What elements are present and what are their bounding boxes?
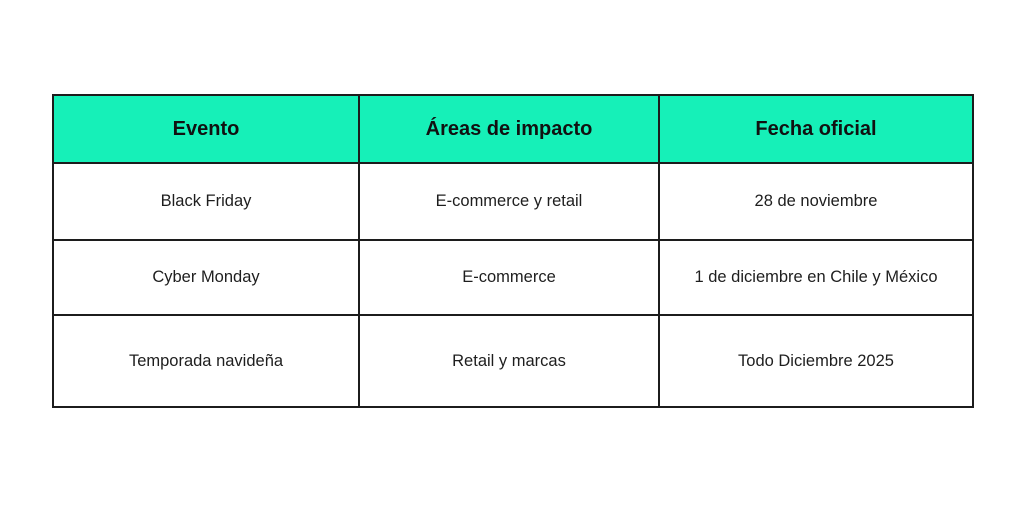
table-row: Temporada navideña Retail y marcas Todo … <box>52 314 974 408</box>
cell-areas: E-commerce <box>358 239 660 316</box>
cell-fecha: Todo Diciembre 2025 <box>658 314 974 408</box>
header-areas: Áreas de impacto <box>358 94 660 164</box>
header-evento: Evento <box>52 94 360 164</box>
events-table: Evento Áreas de impacto Fecha oficial Bl… <box>52 94 974 408</box>
cell-evento: Cyber Monday <box>52 239 360 316</box>
cell-evento: Black Friday <box>52 162 360 241</box>
header-fecha: Fecha oficial <box>658 94 974 164</box>
table-row: Cyber Monday E-commerce 1 de diciembre e… <box>52 239 974 316</box>
table-header-row: Evento Áreas de impacto Fecha oficial <box>52 94 974 164</box>
cell-evento: Temporada navideña <box>52 314 360 408</box>
cell-fecha: 28 de noviembre <box>658 162 974 241</box>
cell-fecha: 1 de diciembre en Chile y México <box>658 239 974 316</box>
cell-areas: Retail y marcas <box>358 314 660 408</box>
table-row: Black Friday E-commerce y retail 28 de n… <box>52 162 974 241</box>
cell-areas: E-commerce y retail <box>358 162 660 241</box>
